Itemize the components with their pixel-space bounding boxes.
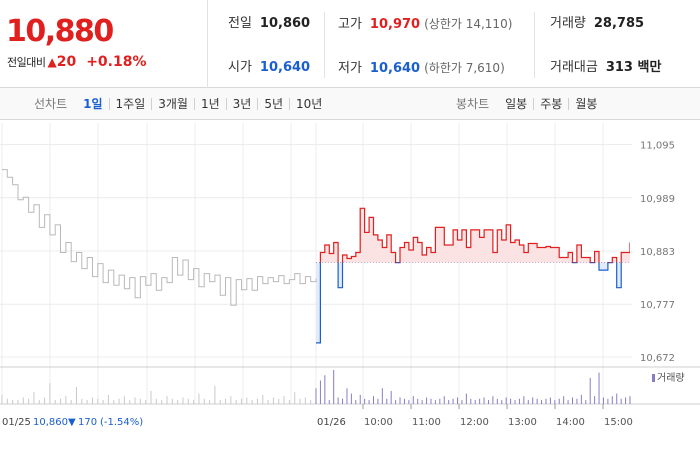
tab-1year[interactable]: 1년 xyxy=(195,97,227,110)
prev-close-label: 전일 xyxy=(228,16,252,31)
volume-value: 28,785 xyxy=(593,16,645,31)
x-tick-label: 13:00 xyxy=(508,417,537,428)
change-value: 20 xyxy=(56,54,77,70)
volume-legend: 거래량 xyxy=(657,372,685,384)
change-label: 전일대비 xyxy=(7,56,46,69)
prev-day-line xyxy=(2,169,317,306)
prev-day-close: 10,860 xyxy=(33,417,68,428)
trade-value-label: 거래대금 xyxy=(550,60,598,75)
y-tick-label: 10,989 xyxy=(640,194,675,205)
tab-1day[interactable]: 1일 xyxy=(77,97,110,110)
stat-trade-value: 거래대금 313 백만 xyxy=(550,60,661,76)
upper-limit: (상한가 14,110) xyxy=(424,17,513,31)
prev-day-rate: (-1.54%) xyxy=(100,417,143,428)
x-tick-label: 10:00 xyxy=(364,417,393,428)
tab-monthly-candle[interactable]: 월봉 xyxy=(575,96,598,111)
y-tick-label: 10,777 xyxy=(640,300,675,311)
divider xyxy=(324,12,325,78)
tab-1week[interactable]: 1주일 xyxy=(110,97,153,110)
stat-open: 시가 10,640 xyxy=(228,60,310,76)
candle-chart-tabs: 봉차트 일봉 주봉 월봉 xyxy=(456,88,603,119)
main-price-panel: 10,880 전일대비 ▲20 +0.18% xyxy=(0,0,208,88)
x-tick-label: 12:00 xyxy=(460,417,489,428)
low-label: 저가 xyxy=(338,61,362,76)
tab-3year[interactable]: 3년 xyxy=(227,97,259,110)
x-tick-label: 15:00 xyxy=(604,417,633,428)
prev-day-change: 170 xyxy=(78,417,97,428)
today-line-up xyxy=(319,207,630,263)
tab-daily-candle[interactable]: 일봉 xyxy=(499,97,535,110)
stat-volume: 거래량 28,785 xyxy=(550,16,644,32)
tab-3month[interactable]: 3개월 xyxy=(152,97,195,110)
price-change: 전일대비 ▲20 +0.18% xyxy=(7,54,147,71)
trade-value-value: 313 백만 xyxy=(605,60,662,75)
down-arrow-icon: ▼ xyxy=(68,417,76,428)
stat-prev-close: 전일 10,860 xyxy=(228,16,310,32)
low-value: 10,640 xyxy=(369,61,421,76)
stat-low: 저가 10,640 (하한가 7,610) xyxy=(338,60,505,77)
lower-limit: (하한가 7,610) xyxy=(424,61,505,75)
high-value: 10,970 xyxy=(369,17,421,32)
price-chart-svg: 01/25 10,860 ▼ 170 (-1.54%) 01/26 거래량 11… xyxy=(0,123,700,428)
divider xyxy=(534,12,535,78)
prev-day-label: 01/25 xyxy=(2,417,31,428)
change-rate: +0.18% xyxy=(86,54,147,70)
tab-5year[interactable]: 5년 xyxy=(258,97,291,110)
y-tick-label: 11,095 xyxy=(640,141,675,152)
y-tick-label: 10,672 xyxy=(640,353,675,364)
y-tick-label: 10,883 xyxy=(640,247,675,258)
price-chart: 01/25 10,860 ▼ 170 (-1.54%) 01/26 거래량 11… xyxy=(0,121,700,450)
x-tick-label: 11:00 xyxy=(412,417,441,428)
volume-label: 거래량 xyxy=(550,16,586,31)
candle-chart-caption: 봉차트 xyxy=(456,97,490,111)
triangle-up-icon: ▲ xyxy=(47,55,57,69)
chart-period-tabs: 선차트 1일 1주일 3개월 1년 3년 5년 10년 봉차트 일봉 주봉 월봉 xyxy=(0,88,700,120)
up-area xyxy=(320,208,630,263)
tab-10year[interactable]: 10년 xyxy=(296,96,323,111)
open-value: 10,640 xyxy=(259,60,311,75)
quote-stats: 전일 10,860 시가 10,640 고가 10,970 (상한가 14,110) 저… xyxy=(208,0,700,88)
high-label: 고가 xyxy=(338,17,362,32)
today-label: 01/26 xyxy=(317,417,346,428)
volume-legend-swatch xyxy=(652,374,655,382)
prev-close-value: 10,860 xyxy=(259,16,311,31)
x-tick-label: 14:00 xyxy=(556,417,585,428)
quote-header: 10,880 전일대비 ▲20 +0.18% 전일 10,860 시가 10,640 고… xyxy=(0,0,700,88)
tab-weekly-candle[interactable]: 주봉 xyxy=(534,97,570,110)
line-chart-tabs: 선차트 1일 1주일 3개월 1년 3년 5년 10년 xyxy=(34,88,328,119)
line-chart-caption: 선차트 xyxy=(34,97,68,111)
open-label: 시가 xyxy=(228,60,252,75)
stat-high: 고가 10,970 (상한가 14,110) xyxy=(338,16,512,33)
current-price: 10,880 xyxy=(6,14,114,49)
